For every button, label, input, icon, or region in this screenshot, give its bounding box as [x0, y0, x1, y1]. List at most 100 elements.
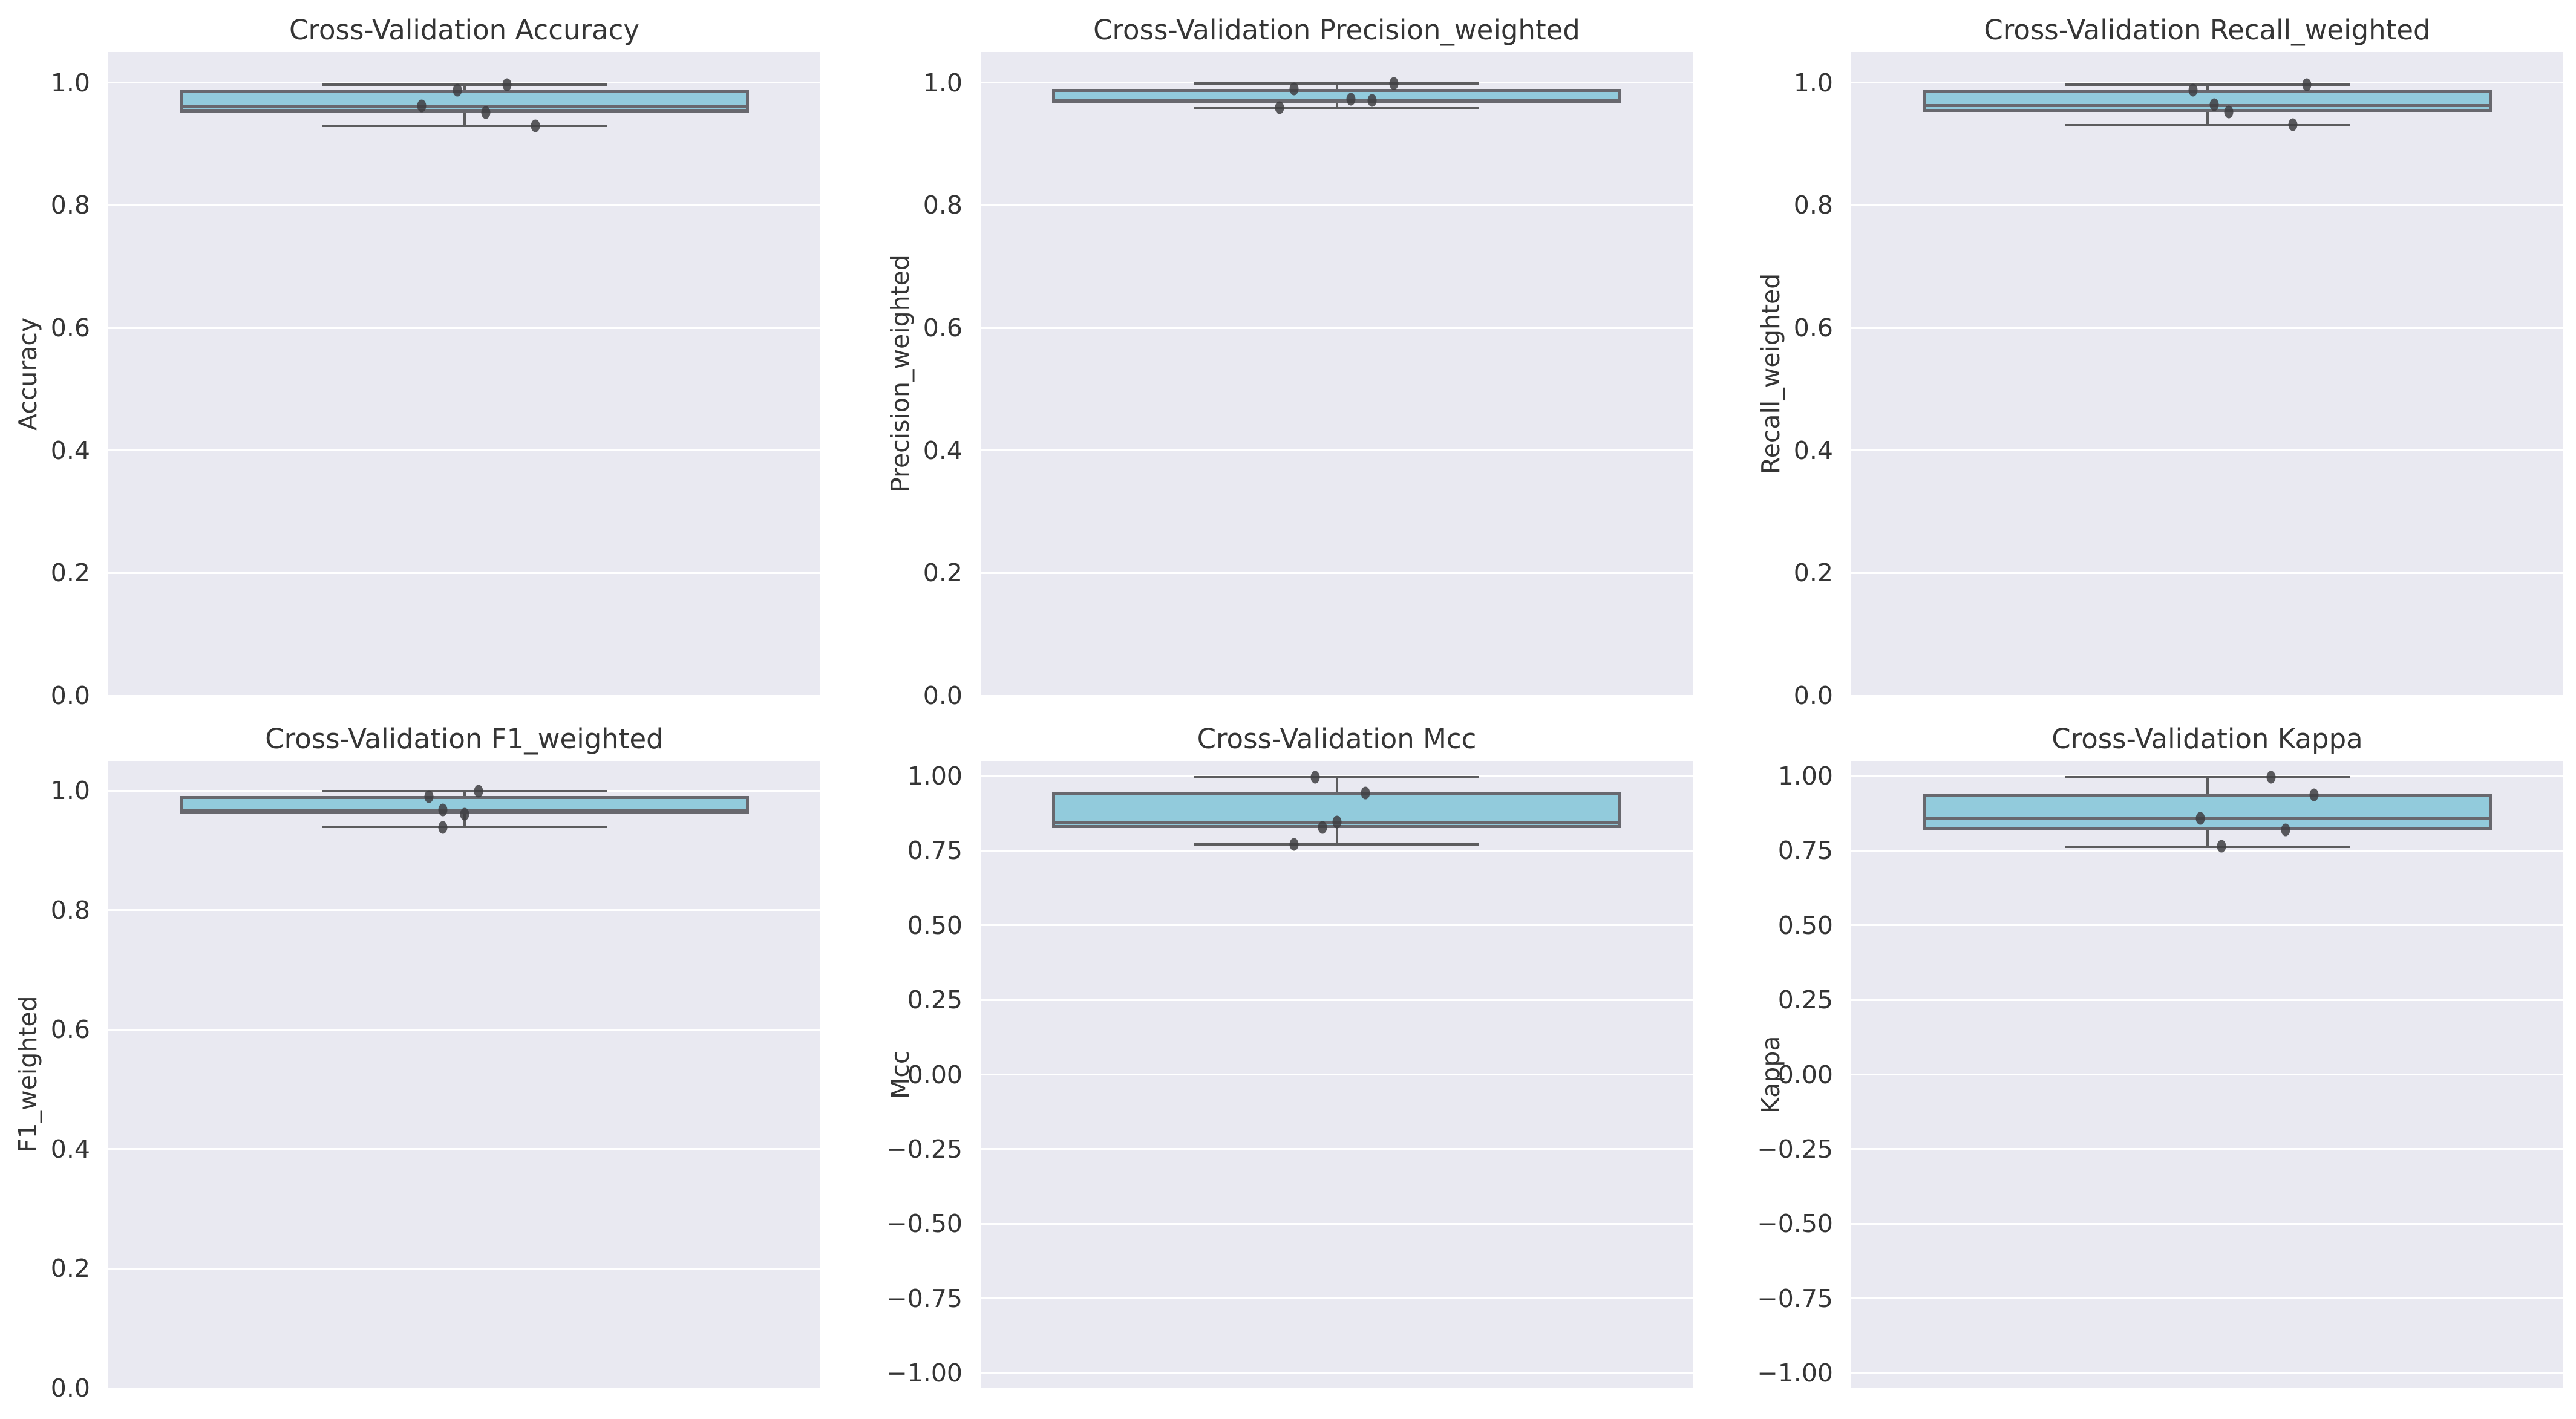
- strip-point: [2309, 788, 2319, 801]
- y-tick-label: −1.00: [1757, 1359, 1833, 1388]
- whisker-cap-high: [322, 790, 607, 793]
- y-tick-label: 1.0: [50, 68, 90, 97]
- median-line: [179, 104, 750, 108]
- strip-point: [1275, 101, 1284, 114]
- gridline: [108, 82, 820, 84]
- y-axis-label: Precision_weighted: [886, 255, 915, 493]
- y-tick-label: 0.50: [1777, 910, 1833, 940]
- y-tick-label: 0.00: [907, 1060, 963, 1089]
- y-tick-label: −0.25: [1757, 1134, 1833, 1164]
- median-line: [1051, 99, 1622, 102]
- y-tick-label: 0.2: [923, 558, 963, 588]
- strip-point: [2224, 105, 2234, 119]
- y-axis-label: F1_weighted: [13, 996, 42, 1153]
- gridline: [1851, 999, 2563, 1001]
- median-line: [1922, 817, 2493, 820]
- gridline: [108, 572, 820, 574]
- gridline: [108, 449, 820, 452]
- strip-point: [453, 83, 462, 97]
- box: [179, 90, 750, 113]
- panel-kappa: Cross-Validation Kappa Kappa 1.00 0.75 0.5…: [1756, 725, 2563, 1388]
- strip-point: [2188, 83, 2198, 97]
- median-line: [1922, 103, 2493, 107]
- y-tick-label: 0.75: [1777, 836, 1833, 866]
- panel-title: Cross-Validation Accuracy: [289, 14, 639, 46]
- strip-point: [438, 821, 448, 834]
- gridline: [981, 449, 1693, 452]
- gridline: [981, 204, 1693, 206]
- whisker-line: [1335, 103, 1338, 109]
- whisker-line: [1335, 777, 1338, 792]
- whisker-line: [1335, 83, 1338, 89]
- y-tick-label: 0.8: [1793, 191, 1833, 220]
- y-tick-label: 0.00: [1777, 1060, 1833, 1089]
- gridline: [108, 327, 820, 329]
- panel-accuracy: Cross-Validation Accuracy Accuracy 1.0 0.…: [13, 16, 820, 710]
- whisker-line: [1335, 828, 1338, 845]
- gridline: [1851, 849, 2563, 852]
- y-tick-label: 0.2: [1793, 558, 1833, 588]
- gridline: [1851, 775, 2563, 777]
- y-tick-label: −0.75: [1757, 1284, 1833, 1313]
- strip-point: [531, 119, 540, 132]
- y-tick-label: 1.00: [1777, 761, 1833, 791]
- gridline: [981, 924, 1693, 927]
- strip-point: [1361, 786, 1370, 800]
- whisker-cap-high: [2065, 83, 2350, 86]
- strip-point: [1346, 93, 1356, 106]
- y-axis-label: Recall_weighted: [1756, 273, 1785, 475]
- y-tick-label: 0.6: [50, 313, 90, 342]
- whisker-line: [2206, 777, 2209, 795]
- gridline: [1851, 82, 2563, 84]
- panel-title: Cross-Validation Precision_weighted: [1093, 14, 1580, 46]
- y-tick-label: 0.0: [1793, 681, 1833, 710]
- whisker-cap-high: [322, 83, 607, 86]
- strip-point: [1310, 771, 1320, 784]
- strip-point: [2302, 78, 2312, 91]
- y-tick-label: −0.50: [886, 1209, 963, 1239]
- gridline: [981, 999, 1693, 1001]
- gridline: [108, 1387, 820, 1389]
- whisker-line: [2206, 84, 2209, 90]
- whisker-line: [2206, 829, 2209, 847]
- gridline: [1851, 204, 2563, 206]
- gridline: [1851, 924, 2563, 927]
- gridline: [1851, 327, 2563, 329]
- whisker-cap-high: [2065, 776, 2350, 779]
- y-tick-label: 0.50: [907, 910, 963, 940]
- strip-point: [2266, 771, 2276, 784]
- strip-point: [1318, 821, 1327, 834]
- y-axis-label: Accuracy: [13, 317, 42, 431]
- y-tick-label: 0.4: [50, 1134, 90, 1164]
- gridline: [1851, 1222, 2563, 1225]
- gridline: [981, 1297, 1693, 1300]
- box: [1922, 794, 2493, 830]
- y-tick-label: 0.6: [50, 1015, 90, 1045]
- y-tick-label: −1.00: [886, 1359, 963, 1388]
- strip-point: [1289, 82, 1299, 96]
- gridline: [1851, 572, 2563, 574]
- whisker-cap-low: [1194, 843, 1479, 846]
- strip-point: [424, 790, 434, 803]
- strip-point: [474, 785, 483, 798]
- gridline: [981, 775, 1693, 777]
- y-tick-label: 0.2: [50, 558, 90, 588]
- gridline: [981, 1222, 1693, 1225]
- gridline: [108, 1267, 820, 1270]
- gridline: [1851, 694, 2563, 697]
- y-tick-label: 1.0: [1793, 68, 1833, 97]
- y-tick-label: 1.00: [907, 761, 963, 791]
- y-tick-label: 0.25: [907, 985, 963, 1015]
- strip-point: [2281, 823, 2290, 837]
- gridline: [981, 849, 1693, 852]
- gridline: [1851, 1148, 2563, 1150]
- whisker-cap-high: [1194, 776, 1479, 779]
- y-tick-label: −0.50: [1757, 1209, 1833, 1239]
- y-tick-label: 1.0: [50, 776, 90, 806]
- gridline: [981, 694, 1693, 697]
- strip-point: [502, 78, 512, 91]
- y-tick-label: 0.4: [1793, 435, 1833, 465]
- gridline: [1851, 1372, 2563, 1374]
- y-tick-label: 0.4: [923, 435, 963, 465]
- y-tick-label: 0.4: [50, 435, 90, 465]
